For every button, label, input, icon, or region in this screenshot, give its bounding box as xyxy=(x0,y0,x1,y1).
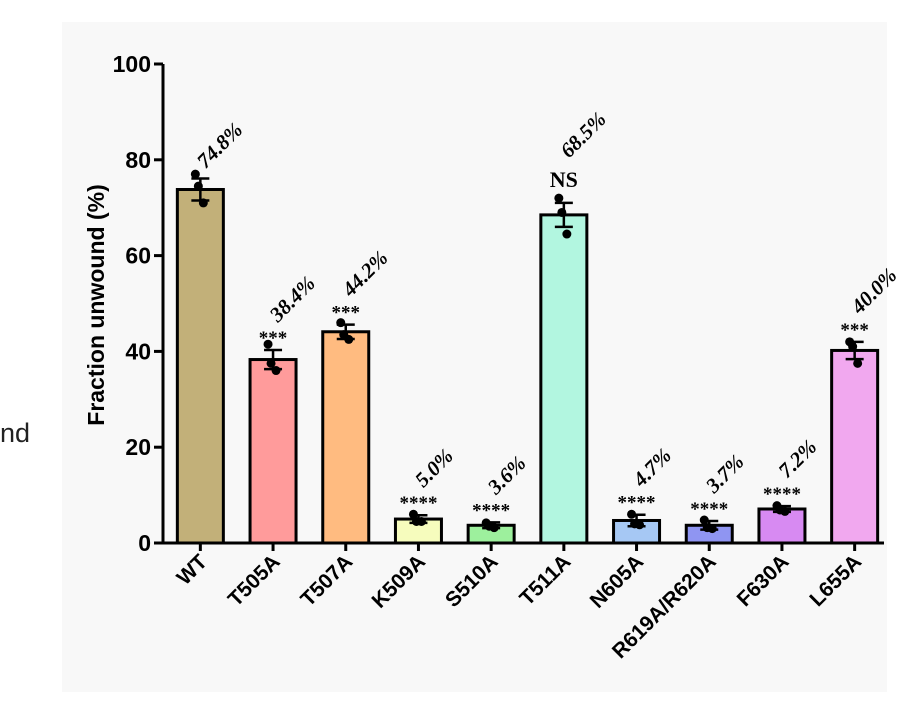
data-point xyxy=(853,358,863,368)
significance-label: *** xyxy=(332,303,361,324)
significance-label: **** xyxy=(618,493,656,514)
category-label: N605A xyxy=(586,550,648,612)
bars-group xyxy=(175,169,880,545)
category-label: T507A xyxy=(296,550,357,611)
y-axis-title: Fraction unwound (%) xyxy=(83,184,109,425)
value-label: 3.7% xyxy=(700,450,749,499)
data-point xyxy=(775,505,785,515)
y-tick-label: 60 xyxy=(125,243,151,269)
value-label: 3.6% xyxy=(482,451,531,500)
category-label: K509A xyxy=(367,550,429,612)
bar xyxy=(248,358,298,545)
value-label: 68.5% xyxy=(555,107,610,162)
y-tick-label: 40 xyxy=(125,338,151,364)
category-label: L655A xyxy=(805,550,866,611)
value-label: 5.0% xyxy=(410,444,458,492)
data-point xyxy=(702,523,712,533)
value-label: 7.2% xyxy=(774,435,822,483)
data-point xyxy=(408,509,418,519)
y-tick-label: 100 xyxy=(113,51,151,77)
category-label: T505A xyxy=(224,550,285,611)
category-label: WT xyxy=(173,550,212,589)
value-label: 74.8% xyxy=(192,118,247,173)
data-point xyxy=(263,339,273,349)
data-point xyxy=(190,169,200,179)
data-point xyxy=(557,207,567,217)
significance-label: NS xyxy=(550,167,578,192)
data-point xyxy=(562,229,572,239)
y-tick-label: 0 xyxy=(138,530,151,556)
data-point xyxy=(699,515,709,525)
axes-group: 0 20 40 60 80 100 xyxy=(113,51,884,556)
data-point xyxy=(336,318,346,328)
data-point xyxy=(339,330,349,340)
data-point xyxy=(411,516,421,526)
significance-label: **** xyxy=(690,499,728,520)
data-point xyxy=(554,193,564,203)
data-point xyxy=(193,181,203,191)
bar xyxy=(830,348,880,545)
data-point xyxy=(271,366,281,376)
bar xyxy=(539,213,589,545)
significance-label: **** xyxy=(763,484,801,505)
data-point xyxy=(627,509,637,519)
category-label: T511A xyxy=(515,550,575,610)
value-label: 44.2% xyxy=(337,246,393,302)
data-point xyxy=(484,521,494,531)
cropped-side-text: nd xyxy=(0,418,31,448)
data-point xyxy=(198,198,208,208)
bar xyxy=(175,187,225,545)
data-point xyxy=(266,358,276,368)
data-point xyxy=(848,342,858,352)
data-point xyxy=(630,519,640,529)
value-label: 4.7% xyxy=(627,443,676,492)
significance-label: **** xyxy=(399,493,437,514)
significance-label: *** xyxy=(259,328,288,349)
value-label: 40.0% xyxy=(846,263,897,319)
bar xyxy=(321,330,371,545)
y-tick-label: 80 xyxy=(125,147,151,173)
category-label: S510A xyxy=(441,550,503,612)
value-label: 38.4% xyxy=(264,271,320,327)
significance-label: **** xyxy=(472,500,510,521)
category-label: F630A xyxy=(733,550,794,611)
y-tick-label: 20 xyxy=(125,434,151,460)
significance-label: *** xyxy=(840,320,869,341)
